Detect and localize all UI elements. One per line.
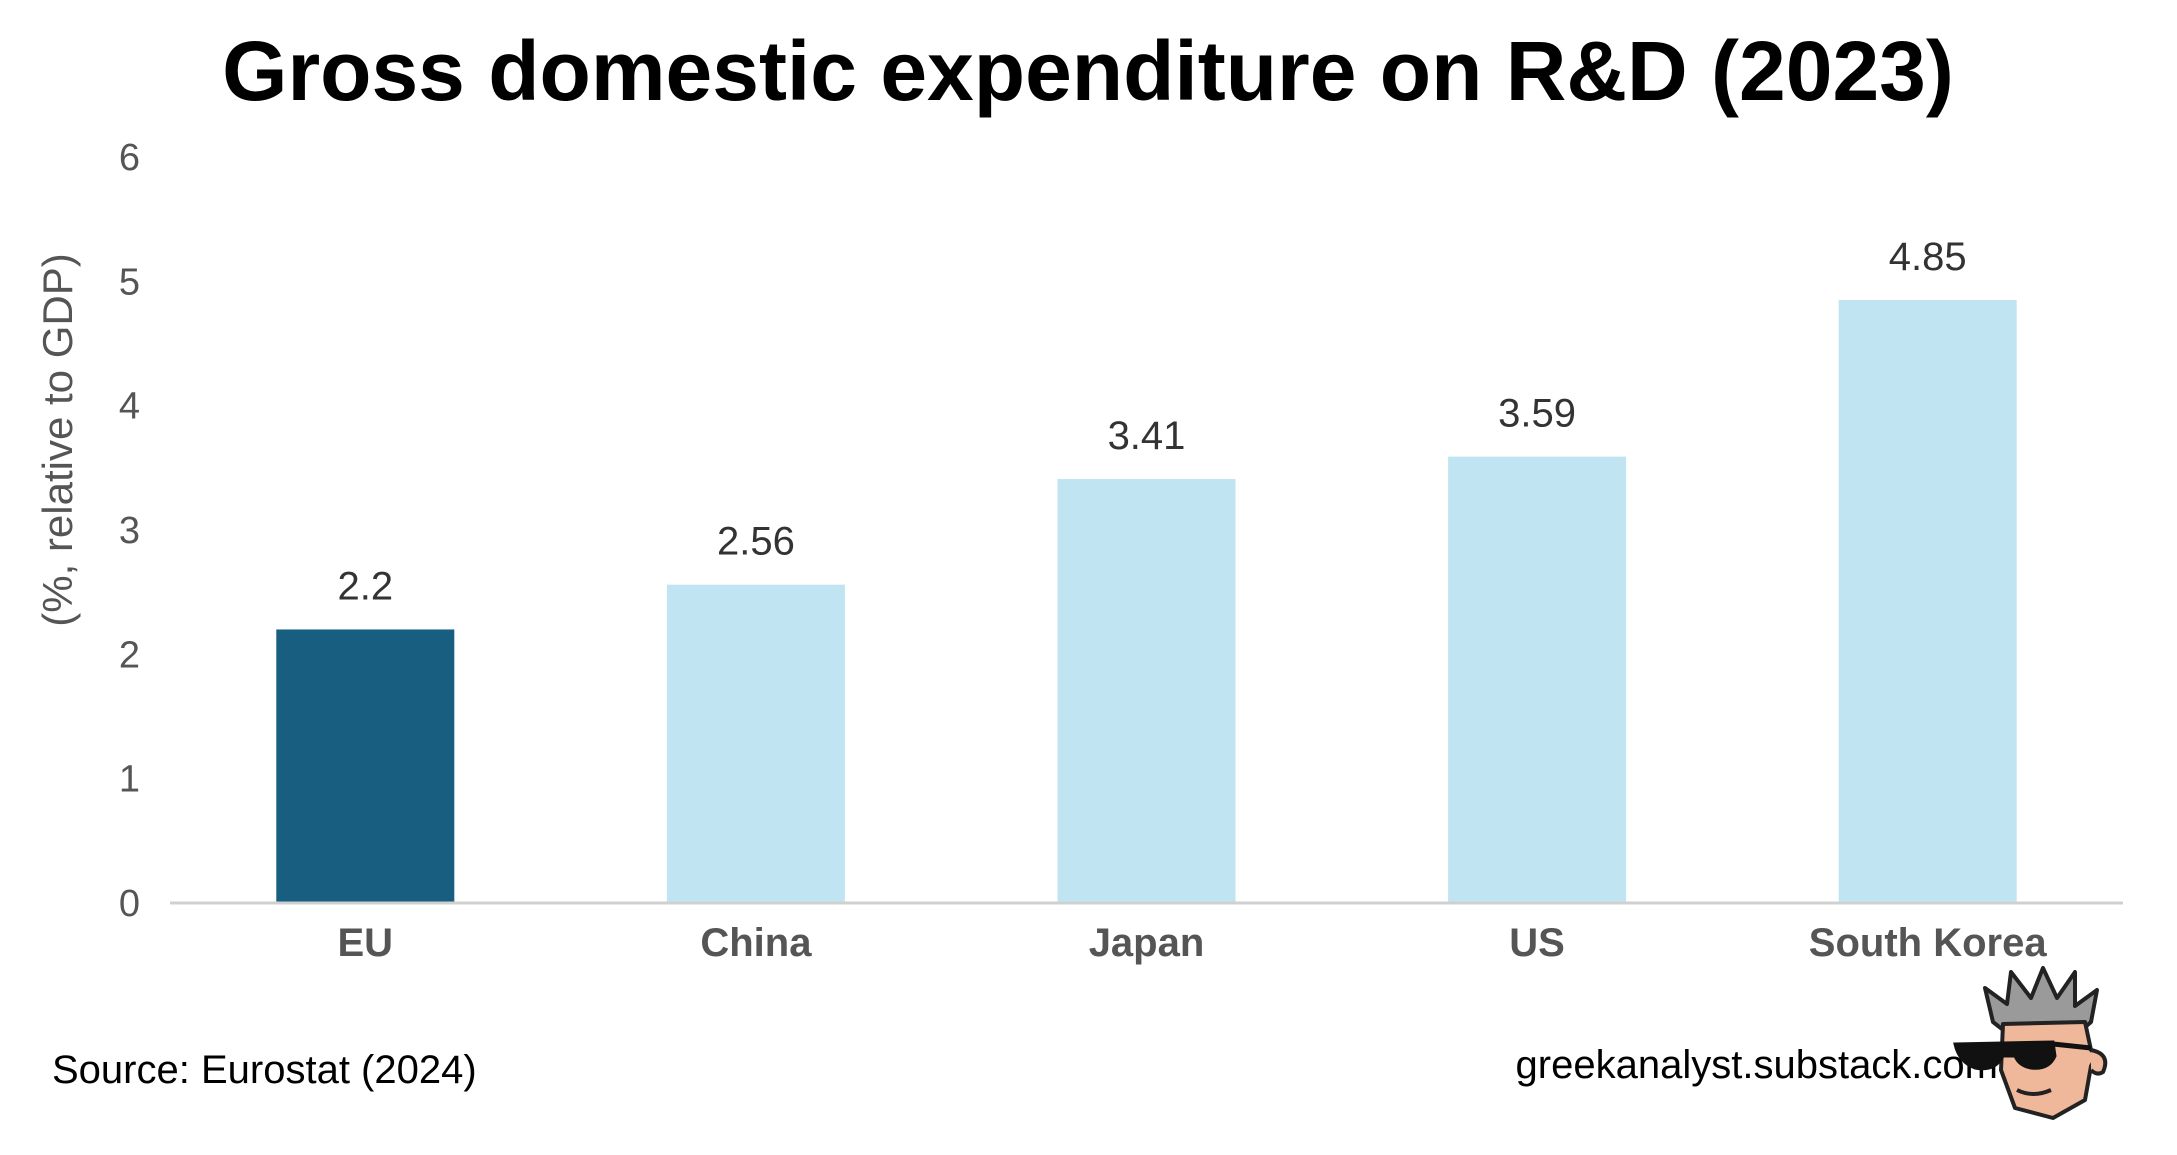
y-tick-label: 5 xyxy=(119,261,140,303)
bar-china xyxy=(666,584,845,903)
y-axis-ticks: 0 1 2 3 4 5 6 xyxy=(119,137,140,925)
bar-south-korea xyxy=(1838,299,2017,903)
y-tick-label: 0 xyxy=(119,883,140,925)
y-tick-label: 2 xyxy=(119,634,140,676)
website-credit: greekanalyst.substack.com xyxy=(1516,1043,1998,1087)
bar-value-label: 3.41 xyxy=(1108,414,1186,458)
x-tick-label: US xyxy=(1509,921,1565,965)
chart-title: Gross domestic expenditure on R&D (2023) xyxy=(222,24,1954,118)
x-tick-label: Japan xyxy=(1089,921,1205,965)
bar-japan xyxy=(1057,479,1236,903)
x-axis-ticks: EU China Japan US South Korea xyxy=(338,921,2048,965)
cartoon-face-sunglasses-icon xyxy=(1953,966,2108,1120)
bars xyxy=(276,299,2017,903)
bar-value-label: 3.59 xyxy=(1498,392,1576,436)
y-tick-label: 1 xyxy=(119,759,140,801)
y-axis-label: (%, relative to GDP) xyxy=(34,253,81,626)
bar-value-label: 2.56 xyxy=(717,520,795,564)
bar-eu xyxy=(276,629,455,903)
x-tick-label: South Korea xyxy=(1809,921,2048,965)
x-tick-label: EU xyxy=(338,921,394,965)
y-tick-label: 4 xyxy=(119,386,140,428)
y-tick-label: 3 xyxy=(119,510,140,552)
bar-value-label: 4.85 xyxy=(1889,235,1967,279)
x-tick-label: China xyxy=(700,921,812,965)
y-tick-label: 6 xyxy=(119,137,140,179)
data-labels: 2.2 2.56 3.41 3.59 4.85 xyxy=(337,235,1966,608)
bar-value-label: 2.2 xyxy=(337,564,393,608)
bar-us xyxy=(1448,456,1627,903)
source-note: Source: Eurostat (2024) xyxy=(52,1048,477,1092)
